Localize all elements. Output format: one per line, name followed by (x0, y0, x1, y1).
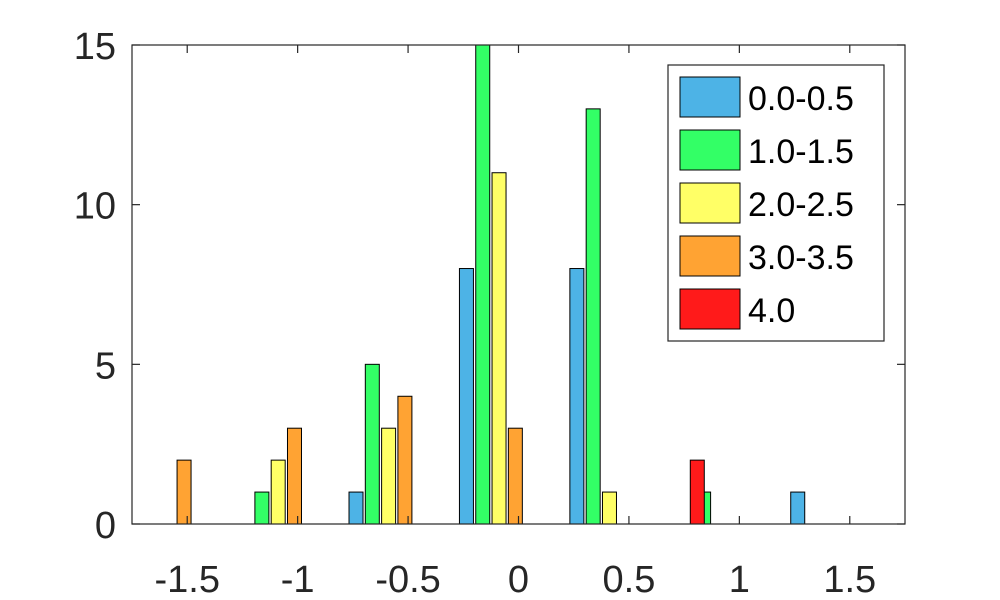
bar-3.0-3.5-0 (176, 459, 192, 525)
bar-1.0-1.5-3 (585, 108, 601, 525)
axes: -1.5 -1 -0.5 0 0.5 1 1.5 0 5 10 15 (74, 26, 905, 600)
y-tick-label: 10 (74, 186, 116, 228)
bar-2.0-2.5-2 (491, 172, 507, 525)
x-tick-label: 1.5 (823, 559, 876, 600)
bar-0.0-0.5-2 (569, 268, 585, 525)
x-tick-label: -1 (281, 559, 315, 600)
legend-label: 3.0-3.5 (748, 239, 854, 277)
bar-1.0-1.5-2 (475, 44, 491, 525)
bar-3.0-3.5-3 (507, 427, 523, 525)
x-tick-label: 0.5 (603, 559, 656, 600)
legend-label: 0.0-0.5 (748, 80, 854, 118)
legend-swatch (679, 235, 741, 277)
bar-0.0-0.5-0 (348, 491, 364, 525)
bar-1.0-1.5-0 (254, 491, 270, 525)
x-tick-label: -0.5 (375, 559, 440, 600)
x-tick-label: 1 (729, 559, 750, 600)
bar-2.0-2.5-1 (381, 427, 397, 525)
bar-3.0-3.5-1 (286, 427, 302, 525)
bar-0.0-0.5-3 (790, 491, 806, 525)
legend-swatch (679, 129, 741, 171)
legend-label: 2.0-2.5 (748, 186, 854, 224)
x-tick-label: 0 (508, 559, 529, 600)
legend-swatch (679, 76, 741, 118)
bar-1.0-1.5-1 (364, 363, 380, 525)
bar-2.0-2.5-3 (601, 491, 617, 525)
bar-3.0-3.5-2 (397, 395, 413, 525)
bar-2.0-2.5-0 (270, 459, 286, 525)
y-tick-label: 15 (74, 26, 116, 68)
legend-swatch (679, 182, 741, 224)
legend-swatch (679, 288, 741, 330)
legend: 0.0-0.5 1.0-1.5 2.0-2.5 3.0-3.5 4.0 (667, 64, 885, 342)
legend-label: 1.0-1.5 (748, 133, 854, 171)
legend-label: 4.0 (748, 292, 795, 330)
y-tick-label: 0 (95, 505, 116, 547)
y-tick-label: 5 (95, 345, 116, 387)
x-tick-label: -1.5 (154, 559, 219, 600)
bar-4.0-0 (689, 459, 705, 525)
bar-0.0-0.5-1 (458, 268, 474, 525)
